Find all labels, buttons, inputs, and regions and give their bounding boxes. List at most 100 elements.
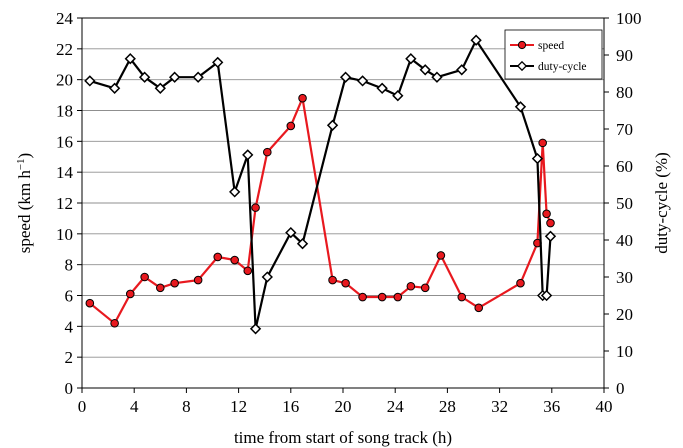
y-right-tick-label: 0 — [616, 379, 625, 398]
data-point-duty-cycle — [456, 64, 468, 76]
data-point-speed — [377, 292, 387, 302]
x-tick-label: 40 — [596, 397, 613, 416]
x-tick-label: 28 — [439, 397, 456, 416]
x-tick-label: 16 — [282, 397, 299, 416]
data-point-duty-cycle — [108, 82, 121, 94]
series-speed — [85, 93, 555, 328]
legend: speed duty-cycle — [504, 29, 603, 80]
data-point-duty-cycle — [405, 53, 417, 65]
x-axis-title: time from start of song track (h) — [234, 428, 452, 447]
data-point-speed — [546, 218, 555, 228]
data-point-speed — [328, 275, 337, 285]
data-point-duty-cycle — [339, 71, 352, 83]
x-tick-label: 8 — [182, 397, 191, 416]
data-point-speed — [110, 318, 119, 328]
y-left-tick-label: 4 — [65, 317, 74, 336]
data-point-speed — [393, 292, 403, 302]
y-left-tick-label: 2 — [65, 348, 74, 367]
y-right-tick-label: 20 — [616, 305, 633, 324]
y-right-tick-label: 80 — [616, 83, 633, 102]
y-right-tick-label: 60 — [616, 157, 633, 176]
y-axis-left-title-sup: −1 — [15, 158, 27, 170]
y-left-tick-label: 20 — [56, 71, 73, 90]
data-point-duty-cycle — [249, 323, 262, 335]
gridlines — [82, 48, 604, 358]
data-point-duty-cycle — [84, 75, 96, 87]
data-point-speed — [251, 203, 260, 212]
data-point-speed — [85, 298, 95, 308]
y-left-tick-label: 8 — [65, 256, 74, 275]
data-point-duty-cycle — [285, 226, 297, 239]
data-point-speed — [193, 275, 203, 285]
data-point-speed — [140, 272, 149, 282]
data-point-speed — [263, 147, 272, 157]
data-point-duty-cycle — [419, 64, 431, 76]
legend-marker-speed — [517, 40, 527, 50]
data-point-duty-cycle — [540, 289, 553, 302]
x-tick-label: 24 — [387, 397, 405, 416]
data-point-duty-cycle — [168, 71, 181, 83]
data-point-duty-cycle — [296, 238, 309, 250]
legend-label-speed: speed — [538, 40, 564, 52]
y-axis-left-title: speed (km h−1) — [15, 153, 34, 253]
y-left-tick-label: 18 — [56, 102, 73, 121]
data-point-duty-cycle — [392, 90, 404, 102]
y-axis-left-title-main: speed (km h — [15, 170, 34, 254]
data-point-speed — [125, 289, 135, 299]
data-point-speed — [230, 255, 239, 265]
data-point-speed — [474, 303, 484, 313]
data-point-duty-cycle — [470, 34, 482, 46]
y-left-tick-label: 22 — [56, 40, 73, 59]
legend-marker-duty-cycle — [516, 60, 528, 72]
data-point-speed — [406, 281, 416, 291]
y-left-tick-label: 24 — [56, 9, 74, 28]
data-point-duty-cycle — [154, 82, 166, 94]
data-point-speed — [298, 93, 307, 103]
data-point-speed — [420, 283, 430, 293]
data-point-duty-cycle — [376, 82, 388, 94]
x-tick-label: 12 — [230, 397, 247, 416]
data-point-speed — [516, 278, 525, 288]
data-point-speed — [542, 209, 551, 219]
x-tick-label: 32 — [491, 397, 508, 416]
y-right-tick-label: 50 — [616, 194, 633, 213]
legend-box — [504, 29, 603, 80]
y-right-tick-label: 40 — [616, 231, 633, 250]
y-left-tick-label: 10 — [56, 225, 73, 244]
data-point-speed — [170, 278, 179, 288]
data-point-duty-cycle — [192, 71, 204, 83]
data-point-speed — [213, 252, 223, 262]
data-point-duty-cycle — [431, 71, 443, 83]
data-point-speed — [341, 278, 350, 288]
series-duty-cycle — [84, 34, 557, 335]
data-point-duty-cycle — [242, 149, 254, 161]
y-left-tick-label: 0 — [65, 379, 74, 398]
data-point-speed — [436, 251, 446, 260]
y-right-tick-label: 100 — [616, 9, 642, 28]
data-point-speed — [243, 266, 253, 276]
data-point-duty-cycle — [229, 186, 241, 198]
y-left-tick-label: 6 — [65, 287, 74, 306]
y-axis-left-title-close: ) — [15, 153, 34, 159]
data-point-duty-cycle — [514, 101, 527, 113]
data-point-speed — [286, 121, 296, 131]
series-layer — [84, 34, 557, 335]
x-tick-label: 36 — [543, 397, 560, 416]
y-right-tick-label: 90 — [616, 46, 633, 65]
data-point-duty-cycle — [212, 56, 224, 69]
data-point-speed — [538, 138, 547, 148]
y-left-tick-label: 16 — [56, 132, 73, 151]
data-point-duty-cycle — [138, 71, 151, 83]
data-point-duty-cycle — [124, 53, 136, 65]
data-point-speed — [156, 283, 165, 293]
axis-ticks: 0 4 8 12 16 20 24 28 32 36 40024681012141618202224… — [56, 9, 642, 416]
legend-label-duty-cycle: duty-cycle — [538, 61, 587, 73]
x-tick-label: 20 — [335, 397, 352, 416]
data-point-duty-cycle — [326, 119, 339, 131]
x-tick-label: 0 — [78, 397, 87, 416]
y-left-tick-label: 12 — [56, 194, 73, 213]
y-axis-right-title: duty-cycle (%) — [652, 152, 671, 253]
y-left-tick-label: 14 — [56, 163, 74, 182]
